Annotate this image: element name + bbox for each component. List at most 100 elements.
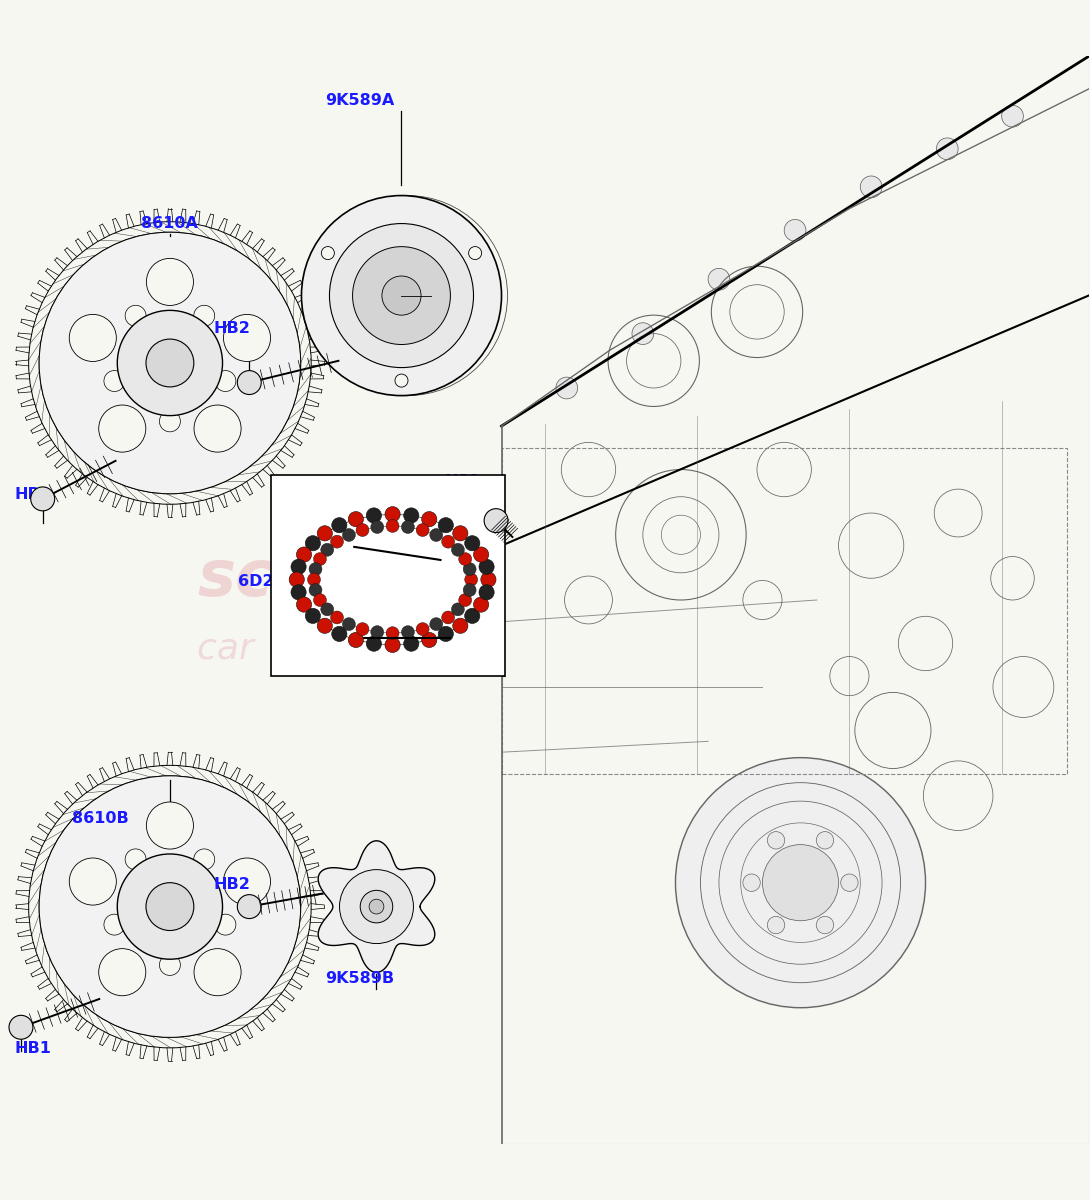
Circle shape — [452, 618, 468, 634]
Polygon shape — [318, 841, 435, 972]
Circle shape — [676, 757, 925, 1008]
Text: scuderia: scuderia — [197, 547, 504, 610]
Circle shape — [215, 371, 235, 391]
Circle shape — [767, 832, 785, 850]
Circle shape — [305, 535, 320, 551]
Circle shape — [441, 611, 455, 624]
Circle shape — [331, 626, 347, 642]
Circle shape — [441, 535, 455, 548]
Circle shape — [416, 623, 429, 636]
Circle shape — [840, 874, 858, 892]
Circle shape — [159, 954, 180, 976]
Circle shape — [356, 623, 370, 636]
Text: HB1: HB1 — [14, 1042, 51, 1056]
Circle shape — [438, 517, 453, 533]
Circle shape — [125, 305, 146, 326]
Circle shape — [463, 563, 476, 576]
Circle shape — [360, 890, 392, 923]
Circle shape — [330, 535, 343, 548]
Circle shape — [356, 523, 370, 536]
Text: 9K589B: 9K589B — [326, 971, 395, 985]
Circle shape — [464, 535, 480, 551]
Circle shape — [215, 914, 235, 935]
Circle shape — [463, 583, 476, 596]
Circle shape — [403, 508, 419, 523]
Circle shape — [296, 547, 312, 562]
Circle shape — [307, 574, 320, 586]
Circle shape — [429, 618, 443, 630]
Circle shape — [395, 374, 408, 388]
Circle shape — [484, 509, 508, 533]
Text: HB2: HB2 — [214, 320, 251, 336]
Text: 8610B: 8610B — [72, 811, 129, 826]
Circle shape — [352, 247, 450, 344]
Circle shape — [349, 511, 363, 527]
Circle shape — [39, 233, 301, 493]
Circle shape — [194, 949, 241, 996]
Circle shape — [743, 874, 760, 892]
Text: HB1: HB1 — [14, 487, 51, 502]
Circle shape — [342, 528, 355, 541]
Circle shape — [459, 594, 472, 606]
Circle shape — [223, 858, 270, 905]
Circle shape — [118, 854, 222, 959]
Circle shape — [194, 406, 241, 452]
Text: 9K589A: 9K589A — [326, 94, 395, 108]
Circle shape — [556, 377, 578, 398]
Circle shape — [936, 138, 958, 160]
Circle shape — [317, 618, 332, 634]
Circle shape — [451, 544, 464, 557]
Circle shape — [401, 521, 414, 534]
Circle shape — [479, 584, 494, 600]
Bar — [501, 448, 1067, 774]
Circle shape — [860, 176, 882, 198]
Circle shape — [322, 246, 335, 259]
Circle shape — [146, 258, 193, 306]
Circle shape — [401, 625, 414, 638]
Circle shape — [70, 314, 117, 361]
Text: 8610A: 8610A — [141, 216, 197, 232]
Circle shape — [382, 276, 421, 316]
Circle shape — [366, 508, 381, 523]
Circle shape — [386, 626, 399, 640]
Circle shape — [342, 618, 355, 630]
Text: car  parts: car parts — [197, 632, 370, 666]
Circle shape — [816, 917, 834, 934]
Circle shape — [310, 563, 322, 576]
Circle shape — [762, 845, 838, 920]
Circle shape — [708, 269, 730, 290]
Circle shape — [159, 410, 180, 432]
Circle shape — [125, 848, 146, 870]
Circle shape — [370, 899, 384, 914]
Text: HB2: HB2 — [214, 877, 251, 893]
Circle shape — [331, 517, 347, 533]
Circle shape — [1002, 106, 1024, 127]
Circle shape — [9, 1015, 33, 1039]
Circle shape — [291, 559, 306, 575]
Circle shape — [302, 196, 501, 396]
Circle shape — [403, 636, 419, 652]
Circle shape — [371, 625, 384, 638]
Circle shape — [385, 506, 400, 522]
Circle shape — [118, 311, 222, 415]
Circle shape — [438, 626, 453, 642]
Circle shape — [459, 552, 472, 565]
Circle shape — [314, 552, 326, 565]
Circle shape — [385, 637, 400, 653]
Circle shape — [194, 848, 215, 870]
Circle shape — [386, 520, 399, 533]
Circle shape — [317, 526, 332, 541]
Circle shape — [469, 246, 482, 259]
Circle shape — [452, 526, 468, 541]
Circle shape — [146, 340, 194, 386]
Circle shape — [99, 949, 146, 996]
Circle shape — [310, 583, 322, 596]
Circle shape — [464, 608, 480, 624]
Circle shape — [289, 572, 304, 587]
Circle shape — [767, 917, 785, 934]
Circle shape — [632, 323, 654, 344]
Circle shape — [349, 632, 363, 648]
Circle shape — [816, 832, 834, 850]
Circle shape — [99, 406, 146, 452]
Text: HS1: HS1 — [445, 474, 481, 488]
